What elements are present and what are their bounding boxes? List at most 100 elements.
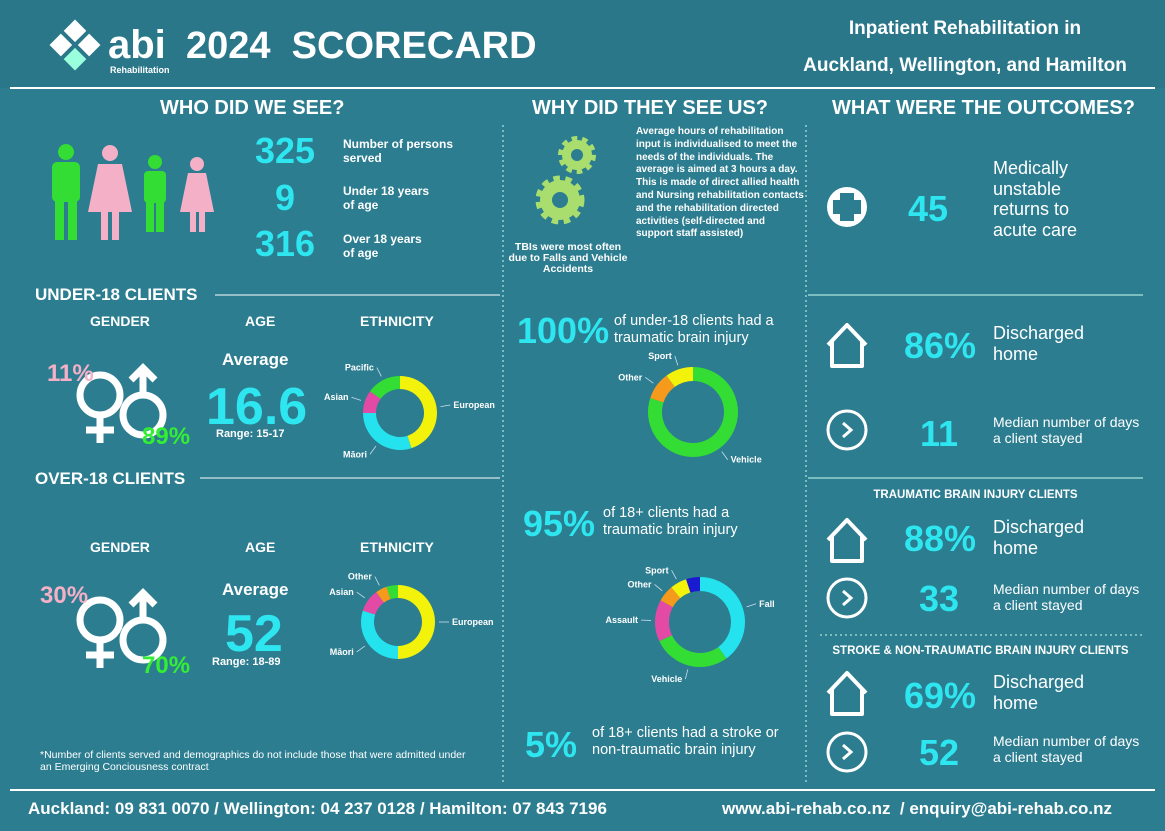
footer-phones: Auckland: 09 831 0070 / Wellington: 04 2… bbox=[28, 799, 607, 818]
stroke-text: of 18+ clients had a stroke or non-traum… bbox=[592, 725, 783, 758]
donut-segment bbox=[398, 585, 435, 659]
house-icon bbox=[826, 671, 868, 716]
outcome-text: Medically unstable returns to acute care bbox=[993, 158, 1078, 241]
outcome-value: 52 bbox=[918, 732, 960, 773]
outcome-value: 45 bbox=[908, 188, 949, 229]
clock-icon bbox=[826, 731, 868, 773]
segment-label: Māori bbox=[330, 647, 354, 657]
stat-label: Number of persons served bbox=[343, 137, 457, 165]
leader-line bbox=[645, 376, 654, 384]
donut-segment bbox=[671, 579, 691, 599]
gears-icon bbox=[535, 136, 596, 225]
footer-web: www.abi-rehab.co.nz / enquiry@abi-rehab.… bbox=[722, 799, 1113, 818]
segment-label: European bbox=[453, 400, 495, 410]
tbi-share: 100% bbox=[517, 310, 610, 351]
segment-label: Other bbox=[618, 372, 643, 382]
logo-icon bbox=[49, 19, 101, 71]
leader-line bbox=[356, 591, 366, 599]
leader-line bbox=[440, 404, 451, 407]
segment-label: Asian bbox=[329, 587, 354, 597]
gender-icon bbox=[76, 588, 167, 668]
header-band bbox=[0, 0, 1165, 88]
note: Average hours of rehabilitation input is… bbox=[636, 126, 807, 240]
gears-caption: TBIs were most often due to Falls and Ve… bbox=[508, 241, 631, 276]
donut-segment bbox=[659, 635, 727, 667]
stroke-share: 5% bbox=[525, 724, 578, 765]
leader-line bbox=[721, 451, 729, 460]
section-heading: WHO DID WE SEE? bbox=[160, 97, 345, 119]
donut-segment bbox=[400, 376, 437, 449]
outcome-text: Discharged home bbox=[993, 517, 1090, 558]
logo-subtext: Rehabilitation bbox=[110, 65, 170, 75]
segment-label: Sport bbox=[645, 565, 669, 575]
plus-icon bbox=[827, 187, 867, 227]
tbi-share: 95% bbox=[523, 503, 596, 544]
house-icon bbox=[826, 323, 868, 368]
age-range: Range: 18-89 bbox=[212, 656, 281, 668]
outcome-text: Median number of days a client stayed bbox=[993, 414, 1144, 447]
average-age: 16.6 bbox=[206, 378, 308, 436]
sub-heading: AGE bbox=[245, 313, 276, 329]
people-icon bbox=[52, 144, 214, 240]
leader-line bbox=[351, 396, 362, 401]
male-share: 89% bbox=[142, 423, 191, 450]
group-heading: UNDER-18 CLIENTS bbox=[35, 285, 198, 304]
logo-text: abi bbox=[108, 23, 166, 67]
leader-line bbox=[369, 445, 377, 455]
section-heading: WHAT WERE THE OUTCOMES? bbox=[832, 97, 1135, 119]
sub-heading: ETHNICITY bbox=[360, 539, 434, 555]
sub-heading: ETHNICITY bbox=[360, 313, 434, 329]
donut-segment bbox=[660, 587, 681, 608]
average-label: Average bbox=[222, 580, 289, 599]
outcome-text: Median number of days a client stayed bbox=[993, 733, 1144, 766]
leader-line bbox=[671, 570, 677, 580]
donut-segment bbox=[386, 585, 398, 600]
segment-label: Assault bbox=[606, 615, 639, 625]
donut-segment bbox=[363, 413, 412, 450]
female-share: 11% bbox=[47, 360, 94, 387]
donut-charts: European Māori Asian Pacific Vehicle Other Spo… bbox=[324, 351, 775, 684]
leader-line bbox=[684, 669, 689, 680]
donut-segment bbox=[376, 586, 391, 603]
outcome-text: Median number of days a client stayed bbox=[993, 581, 1144, 614]
sub-heading: AGE bbox=[245, 539, 276, 555]
clock-icon bbox=[826, 409, 868, 451]
stat-label: Under 18 years of age bbox=[343, 184, 433, 212]
donut-segment bbox=[655, 600, 673, 642]
segment-label: Vehicle bbox=[731, 455, 762, 465]
footnote: *Number of clients served and demographi… bbox=[40, 749, 469, 774]
leader-line bbox=[746, 603, 757, 608]
subtitle: Inpatient Rehabilitation in bbox=[848, 18, 1082, 39]
outcome-value: 69% bbox=[904, 675, 977, 716]
section-heading: WHY DID THEY SEE US? bbox=[532, 97, 768, 119]
sub-heading: GENDER bbox=[90, 539, 150, 555]
donut-segment bbox=[362, 592, 384, 615]
outcome-value: 33 bbox=[918, 578, 960, 619]
average-age: 52 bbox=[225, 605, 283, 663]
clock-icon bbox=[826, 577, 868, 619]
donut-segment bbox=[360, 610, 398, 659]
donut-segment bbox=[648, 367, 738, 457]
female-share: 30% bbox=[40, 582, 89, 609]
title: 2024 SCORECARD bbox=[186, 25, 537, 67]
subtitle: Auckland, Wellington, and Hamilton bbox=[803, 55, 1127, 76]
tbi-text: of 18+ clients had a traumatic brain inj… bbox=[603, 505, 738, 538]
outcome-value: 86% bbox=[904, 325, 977, 366]
segment-label: Asian bbox=[324, 392, 349, 402]
outcome-text: Discharged home bbox=[993, 672, 1090, 713]
group-heading: OVER-18 CLIENTS bbox=[35, 469, 186, 488]
segment-label: European bbox=[452, 617, 494, 627]
segment-label: Māori bbox=[343, 449, 367, 459]
house-icon bbox=[826, 518, 868, 563]
outcome-text: Discharged home bbox=[993, 323, 1090, 364]
outcome-heading: STROKE & NON-TRAUMATIC BRAIN INJURY CLIE… bbox=[832, 645, 1129, 657]
donut-segment bbox=[686, 577, 700, 593]
leader-line bbox=[674, 355, 679, 366]
segment-label: Fall bbox=[759, 599, 775, 609]
stat-value: 9 bbox=[274, 177, 296, 218]
gender-icon bbox=[76, 363, 167, 443]
segment-label: Other bbox=[628, 579, 653, 589]
outcome-value: 88% bbox=[904, 518, 977, 559]
